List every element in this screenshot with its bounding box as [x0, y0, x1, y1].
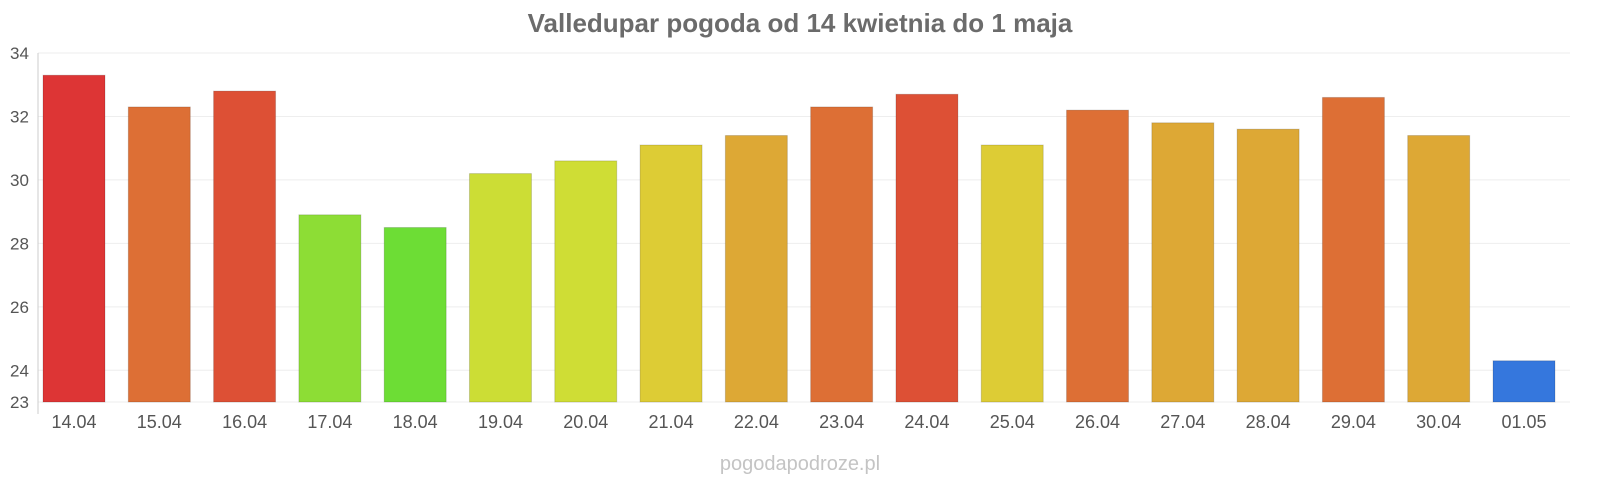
bar-23.04[interactable]: [810, 106, 874, 403]
x-tick-label: 27.04: [1160, 412, 1205, 432]
bar-19.04[interactable]: [468, 173, 532, 403]
bar-30.04[interactable]: [1407, 134, 1471, 403]
x-tick-label: 26.04: [1075, 412, 1120, 432]
bar-22.04[interactable]: [724, 134, 788, 403]
x-tick-label: 14.04: [51, 412, 96, 432]
bar-26.04[interactable]: [1066, 109, 1130, 403]
bar-21.04[interactable]: [639, 144, 703, 403]
x-tick-label: 18.04: [393, 412, 438, 432]
x-tick-label: 20.04: [563, 412, 608, 432]
bar-18.04[interactable]: [383, 227, 447, 403]
y-tick-label: 34: [10, 44, 29, 63]
bar-15.04[interactable]: [127, 106, 191, 403]
x-tick-label: 01.05: [1501, 412, 1546, 432]
bars-group: [42, 74, 1556, 403]
x-tick-label: 23.04: [819, 412, 864, 432]
y-tick-label: 28: [10, 234, 29, 253]
x-tick-label: 29.04: [1331, 412, 1376, 432]
bar-01.05[interactable]: [1492, 360, 1556, 403]
bar-14.04[interactable]: [42, 74, 106, 403]
x-tick-label: 17.04: [307, 412, 352, 432]
bar-24.04[interactable]: [895, 93, 959, 403]
y-tick-label: 23: [10, 393, 29, 412]
bar-16.04[interactable]: [213, 90, 277, 403]
y-tick-label: 32: [10, 107, 29, 126]
x-tick-label: 19.04: [478, 412, 523, 432]
y-tick-label: 30: [10, 171, 29, 190]
bar-28.04[interactable]: [1236, 128, 1300, 403]
x-tick-label: 24.04: [904, 412, 949, 432]
bar-20.04[interactable]: [554, 160, 618, 403]
x-tick-label: 22.04: [734, 412, 779, 432]
x-tick-label: 30.04: [1416, 412, 1461, 432]
x-tick-label: 25.04: [990, 412, 1035, 432]
bar-17.04[interactable]: [298, 214, 362, 403]
y-tick-label: 26: [10, 298, 29, 317]
x-tick-label: 28.04: [1246, 412, 1291, 432]
bar-27.04[interactable]: [1151, 122, 1215, 403]
watermark-text: pogodapodroze.pl: [720, 453, 880, 475]
grid-lines: [38, 52, 1570, 403]
y-tick-label: 24: [10, 361, 29, 380]
bar-29.04[interactable]: [1321, 96, 1385, 403]
x-tick-label: 21.04: [649, 412, 694, 432]
bar-25.04[interactable]: [980, 144, 1044, 403]
x-axis-ticks: 14.04 15.04 16.04 17.04 18.04 19.04 20.04 21.04…: [51, 412, 1546, 432]
x-tick-label: 15.04: [137, 412, 182, 432]
y-axis-ticks: 23 24 26 28 30 32 34: [10, 44, 29, 412]
x-tick-label: 16.04: [222, 412, 267, 432]
chart-title: Valledupar pogoda od 14 kwietnia do 1 ma…: [528, 8, 1073, 38]
